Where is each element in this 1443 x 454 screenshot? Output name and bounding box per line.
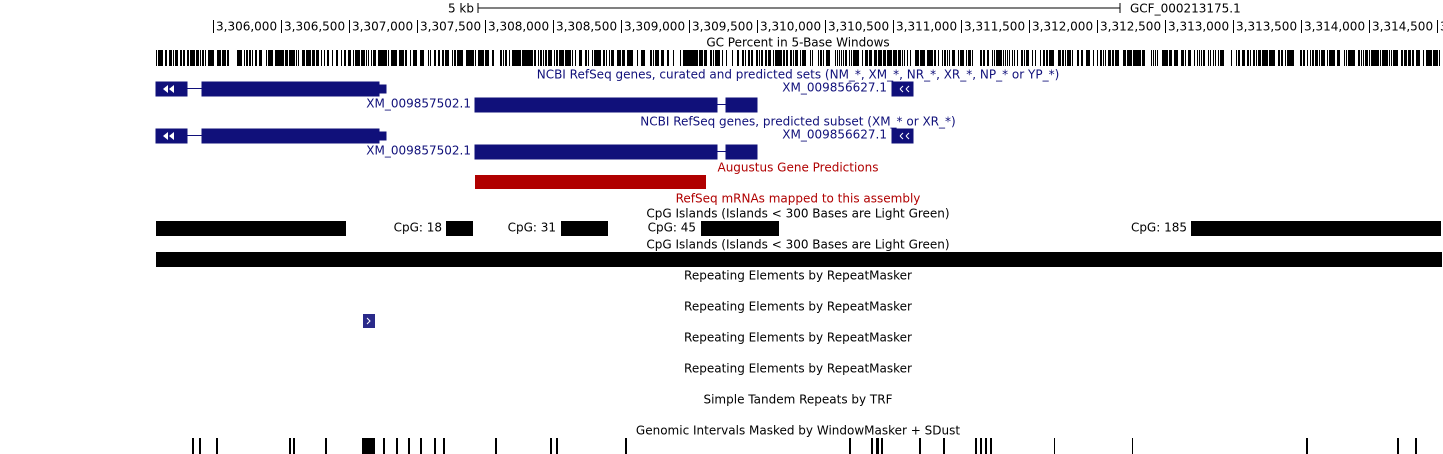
masked-interval bbox=[289, 438, 291, 454]
gc-barcode bbox=[156, 50, 1440, 66]
track-title: Simple Tandem Repeats by TRF bbox=[703, 393, 892, 407]
repeat bbox=[363, 314, 375, 328]
track-title: GC Percent in 5-Base Windows bbox=[706, 36, 889, 50]
masked-interval bbox=[420, 438, 422, 454]
masked-interval bbox=[980, 438, 982, 454]
masked-interval bbox=[443, 438, 445, 454]
masked-interval bbox=[216, 438, 218, 454]
masked-interval bbox=[625, 438, 627, 454]
masked-interval bbox=[990, 438, 992, 454]
ruler-label: 3,314,500 bbox=[1372, 20, 1433, 34]
masked-interval bbox=[396, 438, 398, 454]
ruler-label: 3,308,000 bbox=[488, 20, 549, 34]
track-title: Repeating Elements by RepeatMasker bbox=[684, 331, 912, 345]
track-title: Repeating Elements by RepeatMasker bbox=[684, 362, 912, 376]
gene-label: XM_009856627.1 bbox=[782, 128, 887, 142]
masked-interval bbox=[192, 438, 194, 454]
masked-interval bbox=[985, 438, 987, 454]
gc-lines bbox=[156, 50, 1440, 66]
masked-interval bbox=[943, 438, 945, 454]
ruler-label: 3,308,500 bbox=[556, 20, 617, 34]
ruler-label: 3,309,000 bbox=[624, 20, 685, 34]
cpg-label: CpG: 45 bbox=[648, 221, 696, 235]
ruler-label: 3,315,000 bbox=[1440, 20, 1443, 34]
ruler-label: 3,309,500 bbox=[692, 20, 753, 34]
masked-interval bbox=[975, 438, 977, 454]
masked-interval bbox=[1054, 438, 1055, 454]
track-title: CpG Islands (Islands < 300 Bases are Lig… bbox=[646, 238, 949, 252]
gene-label: XM_009857502.1 bbox=[366, 97, 471, 111]
masked-interval bbox=[199, 438, 201, 454]
track-title: RefSeq mRNAs mapped to this assembly bbox=[676, 192, 921, 206]
assembly-label: GCF_000213175.1 bbox=[1130, 2, 1241, 16]
masked-interval bbox=[325, 438, 327, 454]
ruler-label: 3,312,000 bbox=[1032, 20, 1093, 34]
masked-interval bbox=[383, 438, 385, 454]
masked-interval bbox=[1306, 438, 1308, 454]
masked-interval bbox=[871, 438, 873, 454]
ruler-label: 3,306,000 bbox=[216, 20, 277, 34]
track-title: NCBI RefSeq genes, predicted subset (XM_… bbox=[640, 115, 955, 129]
track-title: Augustus Gene Predictions bbox=[717, 161, 878, 175]
ruler-label: 3,311,500 bbox=[964, 20, 1025, 34]
masked-interval bbox=[293, 438, 295, 454]
ruler-label: 3,307,500 bbox=[420, 20, 481, 34]
masked-interval bbox=[408, 438, 410, 454]
masked-interval bbox=[881, 438, 883, 454]
gene-row bbox=[155, 81, 914, 113]
cpg-islands bbox=[156, 221, 1441, 236]
masked-interval bbox=[919, 438, 921, 454]
cpg-label: CpG: 18 bbox=[394, 221, 442, 235]
track-title: Repeating Elements by RepeatMasker bbox=[684, 269, 912, 283]
scale-label: 5 kb bbox=[448, 2, 474, 16]
prediction bbox=[475, 175, 706, 189]
track-title: NCBI RefSeq genes, curated and predicted… bbox=[537, 68, 1060, 82]
track-title: Repeating Elements by RepeatMasker bbox=[684, 300, 912, 314]
gene-label: XM_009857502.1 bbox=[366, 144, 471, 158]
cpg-island bbox=[156, 252, 1442, 267]
masked-interval bbox=[1415, 438, 1417, 454]
gene-row bbox=[155, 128, 914, 160]
ruler-label: 3,310,000 bbox=[760, 20, 821, 34]
ruler-label: 3,306,500 bbox=[284, 20, 345, 34]
ruler-label: 3,307,000 bbox=[352, 20, 413, 34]
masked-intervals bbox=[192, 438, 1417, 454]
ruler: 3,306,000 3,306,500 3,307,000 3,307,500 3,30… bbox=[213, 20, 1443, 34]
ruler-label: 3,313,500 bbox=[1236, 20, 1297, 34]
masked-interval bbox=[849, 438, 851, 454]
masked-interval bbox=[556, 438, 558, 454]
cpg-label: CpG: 31 bbox=[508, 221, 556, 235]
track-title: CpG Islands (Islands < 300 Bases are Lig… bbox=[646, 207, 949, 221]
ruler-label: 3,314,000 bbox=[1304, 20, 1365, 34]
masked-interval bbox=[1132, 438, 1133, 454]
masked-interval bbox=[434, 438, 436, 454]
masked-interval bbox=[362, 438, 375, 454]
masked-interval bbox=[495, 438, 497, 454]
strand-arrow bbox=[366, 317, 371, 325]
masked-interval bbox=[876, 438, 879, 454]
cpg-label: CpG: 185 bbox=[1131, 221, 1187, 235]
masked-interval bbox=[550, 438, 552, 454]
track-title: Genomic Intervals Masked by WindowMasker… bbox=[636, 424, 960, 438]
masked-interval bbox=[1397, 438, 1399, 454]
ruler-label: 3,313,000 bbox=[1168, 20, 1229, 34]
ruler-label: 3,312,500 bbox=[1100, 20, 1161, 34]
ruler-label: 3,310,500 bbox=[828, 20, 889, 34]
gene-label: XM_009856627.1 bbox=[782, 81, 887, 95]
ruler-label: 3,311,000 bbox=[896, 20, 957, 34]
